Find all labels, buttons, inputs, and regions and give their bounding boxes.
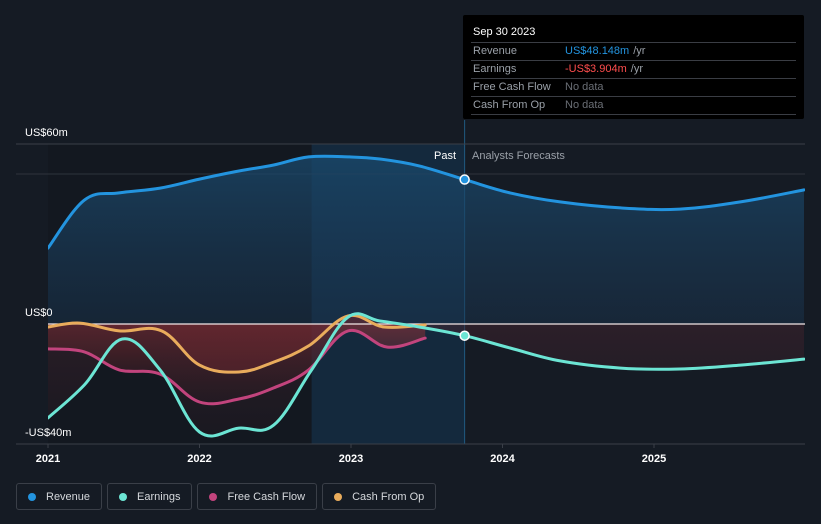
- legend-item-free-cash-flow[interactable]: Free Cash Flow: [197, 483, 318, 510]
- y-axis-label: US$0: [25, 307, 53, 319]
- series-line-cash-from-op: [48, 313, 427, 374]
- tooltip-value: -US$3.904m: [565, 63, 627, 75]
- legend-label: Revenue: [46, 490, 91, 503]
- tooltip: Sep 30 2023 Revenue US$48.148m /yr Earni…: [463, 15, 804, 119]
- legend-dot-icon: [209, 492, 218, 501]
- legend-item-revenue[interactable]: Revenue: [16, 483, 103, 510]
- series-line-revenue: [48, 154, 805, 250]
- legend-label: Earnings: [137, 490, 181, 503]
- tooltip-value: No data: [565, 99, 604, 111]
- x-tick-label: 2022: [187, 453, 211, 465]
- series-line-earnings: [48, 312, 805, 438]
- marker-earnings: [459, 330, 470, 341]
- tooltip-label: Cash From Op: [473, 99, 546, 111]
- revenue-area: [48, 156, 804, 324]
- legend-label: Cash From Op: [352, 490, 425, 503]
- tooltip-row-earnings: Earnings -US$3.904m /yr: [471, 61, 796, 79]
- legend-dot-icon: [334, 492, 343, 501]
- y-axis-label: US$60m: [25, 127, 68, 139]
- legend: Revenue Earnings Free Cash Flow Cash Fro…: [16, 483, 437, 510]
- tooltip-value: No data: [565, 81, 604, 93]
- legend-item-cash-from-op[interactable]: Cash From Op: [322, 483, 437, 510]
- past-label: Past: [433, 150, 456, 162]
- earnings-negative-area: [48, 313, 804, 437]
- series-line-free-cash-flow: [48, 328, 427, 406]
- legend-item-earnings[interactable]: Earnings: [107, 483, 193, 510]
- y-axis-label: -US$40m: [25, 427, 71, 439]
- tooltip-label: Revenue: [473, 45, 518, 57]
- forecast-label: Analysts Forecasts: [472, 150, 565, 162]
- tooltip-row-free-cash-flow: Free Cash Flow No data: [471, 79, 796, 97]
- legend-label: Free Cash Flow: [227, 490, 306, 503]
- tooltip-value: US$48.148m: [565, 45, 630, 57]
- tooltip-unit: /yr: [630, 63, 643, 75]
- legend-dot-icon: [119, 492, 128, 501]
- tooltip-label: Earnings: [473, 63, 517, 75]
- x-tick-label: 2024: [490, 453, 515, 465]
- tooltip-label: Free Cash Flow: [473, 81, 551, 93]
- x-tick-label: 2021: [36, 453, 60, 465]
- x-tick-label: 2025: [642, 453, 666, 465]
- tooltip-date: Sep 30 2023: [471, 23, 796, 43]
- x-tick-label: 2023: [339, 453, 363, 465]
- legend-dot-icon: [28, 492, 36, 501]
- tooltip-row-cash-from-op: Cash From Op No data: [471, 97, 796, 115]
- marker-revenue: [459, 174, 470, 185]
- tooltip-row-revenue: Revenue US$48.148m /yr: [471, 43, 796, 61]
- tooltip-unit: /yr: [633, 45, 646, 57]
